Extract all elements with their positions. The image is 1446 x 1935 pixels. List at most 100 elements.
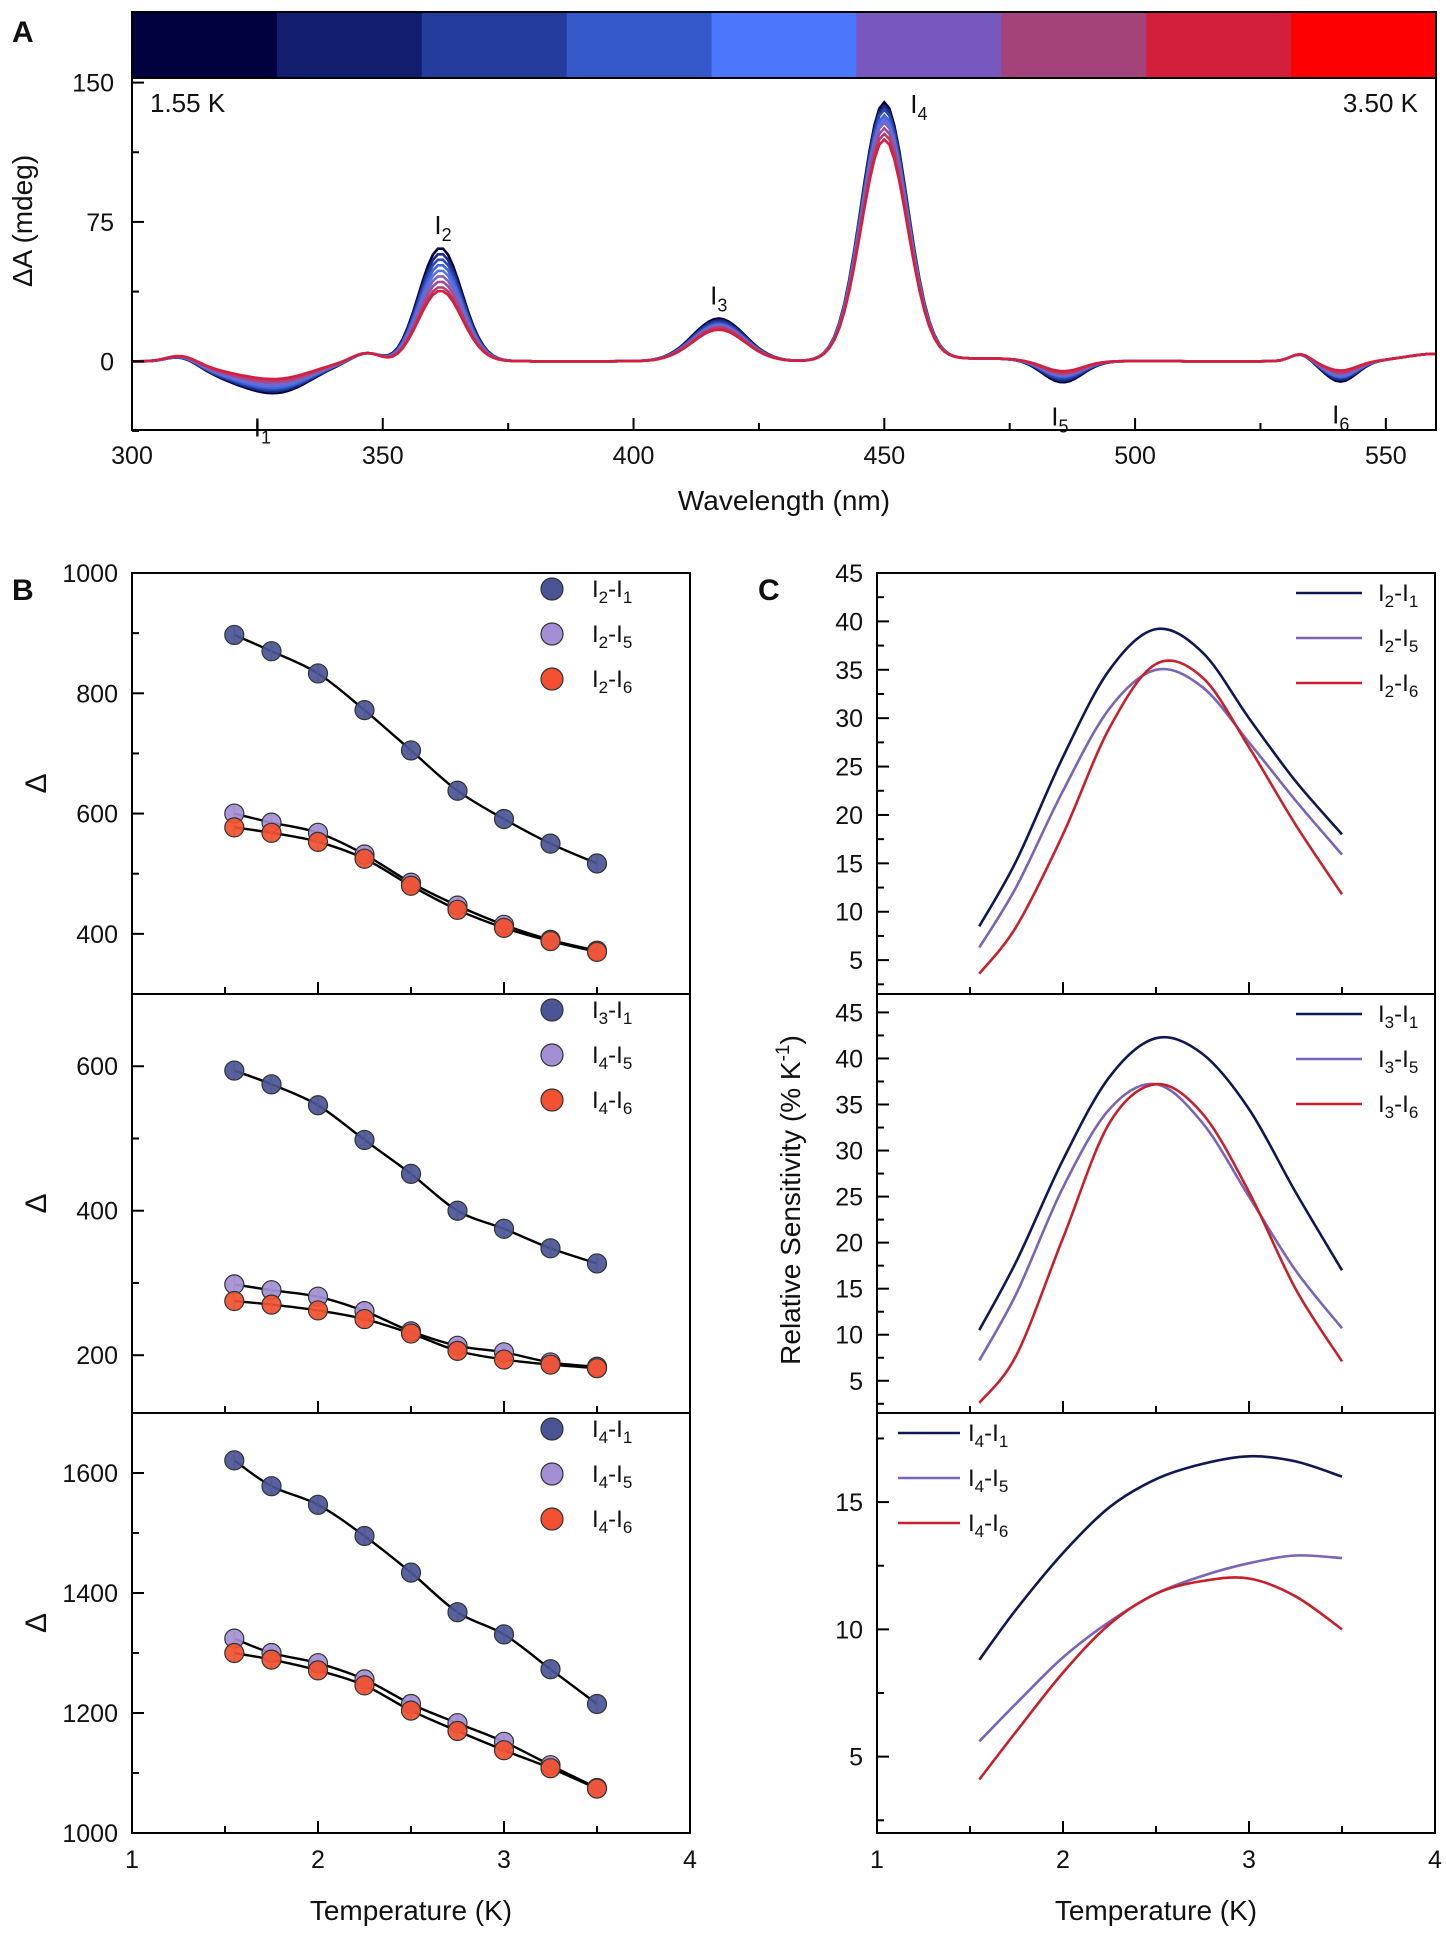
y-tick-label-a: 0	[100, 348, 114, 376]
legend-base: I	[592, 1461, 599, 1488]
y-tick-label-c: 10	[835, 1322, 863, 1350]
data-point	[586, 1358, 608, 1379]
legend-sub: 2	[599, 678, 608, 697]
legend-sub: 5	[999, 1477, 1008, 1496]
y-tick-label-b: 200	[76, 1342, 118, 1370]
legend-label: I2-I6	[592, 666, 632, 697]
y-tick-label-c: 10	[835, 899, 863, 927]
legend-sub: 6	[1409, 1103, 1418, 1122]
legend-sub: 5	[623, 1054, 632, 1073]
legend-sub: 5	[623, 633, 632, 652]
legend-dash: -	[608, 997, 616, 1024]
data-point	[354, 1525, 375, 1547]
peak-label-i5: I5	[1051, 402, 1068, 437]
peak-label-sub: 4	[918, 104, 928, 124]
y-tick-label-c: 25	[835, 754, 863, 782]
legend-base: I	[992, 1465, 999, 1492]
y-tick-label-c: 45	[835, 999, 863, 1027]
data-point	[447, 1720, 468, 1742]
legend-base: I	[1378, 670, 1385, 697]
panel-label-c: C	[758, 574, 780, 607]
legend-dash: -	[1394, 1001, 1402, 1028]
x-axis-label-a: Wavelength (nm)	[678, 485, 890, 516]
data-point	[307, 663, 329, 684]
legend-sub: 3	[1385, 1058, 1394, 1077]
legend-label: I4-I6	[592, 1506, 632, 1537]
spectrum-line-1	[132, 100, 1437, 395]
data-point	[261, 1294, 282, 1315]
x-axis-label-c: Temperature (K)	[1055, 1895, 1257, 1926]
y-tick-label-b: 1000	[62, 560, 118, 588]
legend-sub: 3	[599, 1009, 608, 1028]
data-point	[224, 817, 245, 838]
spectrum-line-3	[132, 107, 1437, 391]
y-tick-label-b: 400	[76, 1198, 118, 1226]
y-axis-label-b: Δ	[20, 1193, 53, 1213]
colorbar-segment-4	[566, 12, 713, 78]
y-axis-label-c: Relative Sensitivity (% K-1)	[773, 1035, 806, 1365]
data-point	[493, 1624, 515, 1645]
legend-sub: 6	[623, 678, 632, 697]
sensitivity-line	[978, 667, 1343, 949]
data-point	[586, 1778, 608, 1799]
legend-label: I4-I5	[592, 1461, 632, 1492]
legend-base: I	[616, 997, 623, 1024]
data-point	[400, 1562, 422, 1583]
y-tick-label-c: 35	[835, 1092, 863, 1120]
legend-marker	[540, 1088, 564, 1112]
data-point	[447, 1200, 468, 1221]
legend-sub: 1	[999, 1432, 1008, 1451]
y-tick-label-c: 5	[849, 1744, 863, 1772]
y-tick-label-c: 45	[835, 560, 863, 588]
legend-base: I	[1378, 1046, 1385, 1073]
legend-base: I	[992, 1420, 999, 1447]
legend-base: I	[1402, 670, 1409, 697]
sensitivity-line	[978, 627, 1343, 927]
y-tick-label-c: 15	[835, 1276, 863, 1304]
legend-base: I	[1402, 1001, 1409, 1028]
data-point	[493, 1740, 515, 1761]
data-point	[400, 1700, 422, 1721]
data-point	[224, 1642, 245, 1664]
legend-base: I	[592, 1042, 599, 1069]
legend-sub: 2	[1385, 682, 1394, 701]
sensitivity-line	[978, 1576, 1343, 1781]
data-point	[400, 875, 422, 896]
data-point	[261, 1476, 282, 1497]
legend-sub: 5	[1409, 637, 1418, 656]
legend-base: I	[616, 1416, 623, 1443]
legend-base: I	[592, 621, 599, 648]
data-point	[586, 853, 608, 874]
data-point	[540, 1354, 561, 1375]
legend-label: I3-I1	[592, 997, 632, 1028]
data-point	[447, 780, 468, 801]
x-tick-label-a: 300	[111, 442, 153, 470]
data-point	[540, 1659, 561, 1680]
data-point	[447, 899, 468, 920]
panel-label-a: A	[12, 16, 34, 49]
y-tick-label-c: 5	[849, 1368, 863, 1396]
y-tick-label-b: 400	[76, 921, 118, 949]
legend-dash: -	[608, 1042, 616, 1069]
colorbar-segment-7	[1001, 12, 1147, 78]
y-tick-label-b: 800	[76, 680, 118, 708]
y-tick-label-b: 600	[76, 1053, 118, 1081]
legend-sub: 4	[599, 1428, 608, 1447]
y-tick-label-c: 35	[835, 657, 863, 685]
legend-base: I	[616, 666, 623, 693]
legend-dash: -	[608, 621, 616, 648]
data-point	[400, 1163, 422, 1184]
legend-sub: 1	[1409, 592, 1418, 611]
data-point	[261, 1074, 282, 1095]
y-tick-label-c: 15	[835, 850, 863, 878]
legend-marker	[540, 1507, 564, 1531]
legend-base: I	[1402, 1091, 1409, 1118]
peak-label-base: I	[1051, 402, 1058, 432]
spectrum-line-2	[132, 104, 1437, 393]
data-point	[224, 624, 245, 646]
legend-base: I	[592, 576, 599, 603]
legend-base: I	[992, 1510, 999, 1537]
legend-sub: 1	[1409, 1013, 1418, 1032]
